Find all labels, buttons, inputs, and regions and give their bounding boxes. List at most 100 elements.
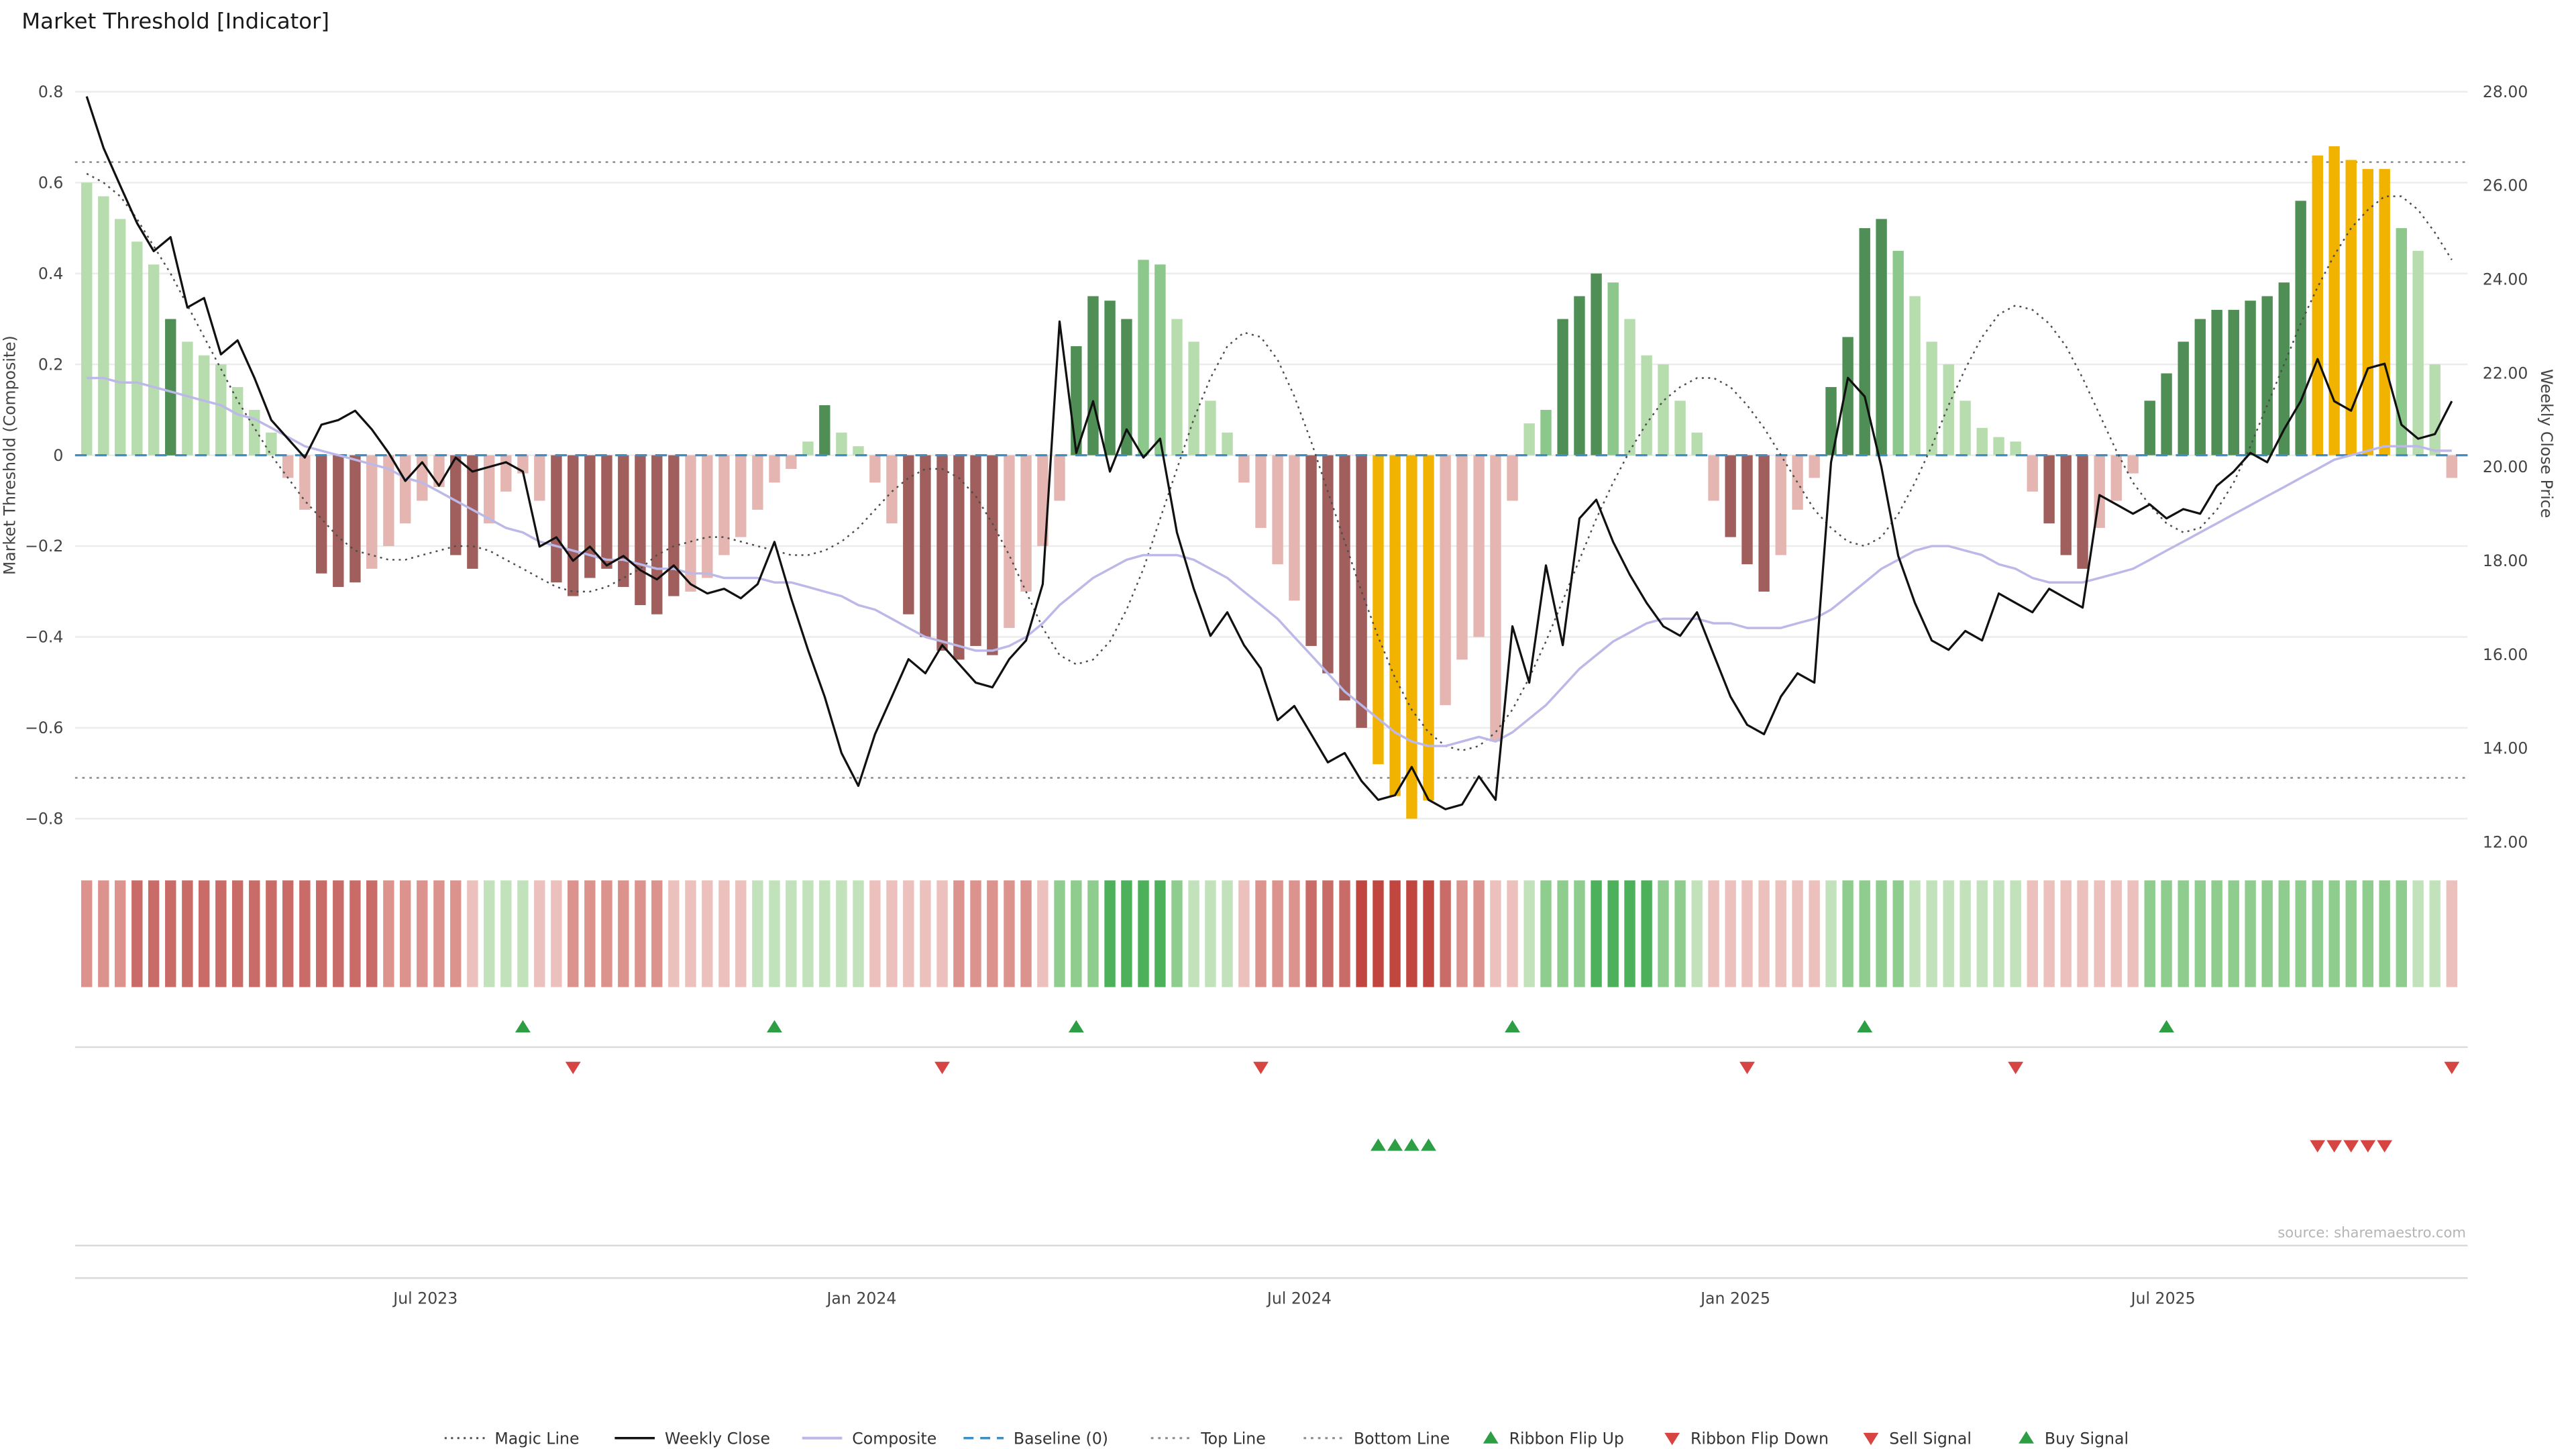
ribbon-flip-up-marker: [767, 1020, 782, 1033]
threshold-bar: [215, 364, 227, 455]
threshold-bar: [819, 405, 830, 455]
y-right-tick-label: 24.00: [2483, 270, 2528, 289]
ribbon-cell: [98, 880, 109, 987]
ribbon-cell: [735, 880, 747, 987]
threshold-bar: [1255, 455, 1267, 528]
ribbon-cell: [114, 880, 126, 987]
ribbon-cell: [165, 880, 176, 987]
threshold-bar: [1238, 455, 1250, 483]
ribbon-cell: [903, 880, 914, 987]
threshold-bar: [131, 241, 143, 455]
ribbon-cell: [182, 880, 193, 987]
ribbon-cell: [400, 880, 411, 987]
threshold-bar: [2010, 441, 2021, 455]
ribbon-cell: [1892, 880, 1904, 987]
threshold-bar: [2110, 455, 2122, 501]
momentum-ribbon: [81, 880, 2458, 987]
ribbon-cell: [2211, 880, 2222, 987]
ribbon-cell: [1272, 880, 1283, 987]
ribbon-cell: [1020, 880, 1032, 987]
ribbon-cell: [484, 880, 495, 987]
threshold-bar: [1775, 455, 1786, 555]
ribbon-cell: [2312, 880, 2323, 987]
ribbon-cell: [1440, 880, 1451, 987]
threshold-bar: [282, 455, 294, 478]
y-right-tick-label: 20.00: [2483, 458, 2528, 476]
ribbon-cell: [1943, 880, 1954, 987]
y-right-tick-label: 22.00: [2483, 364, 2528, 383]
ribbon-cell: [1809, 880, 1820, 987]
threshold-bar: [1859, 228, 1870, 455]
ribbon-cell: [433, 880, 445, 987]
threshold-bar: [1222, 432, 1233, 455]
threshold-bar: [1993, 437, 2004, 455]
threshold-bar: [718, 455, 730, 555]
ribbon-cell: [1138, 880, 1149, 987]
ribbon-cell: [1104, 880, 1116, 987]
ribbon-flip-down-marker: [1253, 1061, 1269, 1075]
ribbon-cell: [1758, 880, 1770, 987]
threshold-bar: [1339, 455, 1350, 701]
ribbon-cell: [1423, 880, 1434, 987]
ribbon-cell: [601, 880, 612, 987]
composite-line: [87, 376, 2452, 747]
threshold-bar: [568, 455, 579, 596]
threshold-bar: [1473, 455, 1485, 637]
ribbon-cell: [802, 880, 814, 987]
y-left-tick-label: −0.2: [25, 537, 63, 555]
buy-signal-marker: [1371, 1138, 1386, 1151]
ribbon-cell: [450, 880, 462, 987]
threshold-bar: [534, 455, 545, 501]
ribbon-cell: [1004, 880, 1015, 987]
ribbon-cell: [551, 880, 562, 987]
legend-marker-ribbon-flip-down: [1664, 1432, 1680, 1446]
threshold-bar: [2295, 201, 2306, 455]
y-left-tick-label: 0: [53, 446, 63, 465]
ribbon-cell: [1255, 880, 1267, 987]
threshold-bar: [2261, 296, 2273, 455]
threshold-bars: [81, 146, 2458, 819]
threshold-bar: [1725, 455, 1736, 537]
threshold-bar: [1389, 455, 1401, 796]
threshold-bar: [1960, 400, 1971, 455]
threshold-bar: [2328, 146, 2340, 455]
threshold-bar: [1691, 432, 1703, 455]
threshold-bar: [752, 455, 763, 510]
ribbon-cell: [1238, 880, 1250, 987]
threshold-bar: [199, 355, 210, 455]
threshold-bar: [182, 341, 193, 455]
buy-signal-marker: [1387, 1138, 1403, 1151]
x-tick-label: Jul 2025: [2130, 1289, 2196, 1308]
threshold-bar: [231, 386, 244, 455]
ribbon-flip-up-marker: [1068, 1020, 1084, 1033]
ribbon-cell: [1976, 880, 1988, 987]
threshold-bar: [2396, 228, 2407, 455]
ribbon-cell: [1574, 880, 1585, 987]
legend-marker-ribbon-flip-up: [1483, 1431, 1499, 1444]
ribbon-cell: [1155, 880, 1166, 987]
threshold-bar: [1004, 455, 1015, 629]
threshold-bar: [1289, 455, 1300, 601]
threshold-bar: [450, 455, 462, 555]
ribbon-cell: [987, 880, 998, 987]
y-left-tick-label: 0.2: [38, 355, 64, 374]
ribbon-cell: [1406, 880, 1417, 987]
threshold-bar: [2379, 168, 2390, 455]
threshold-bar: [1574, 296, 1585, 455]
threshold-bar: [953, 455, 965, 660]
threshold-bar: [651, 455, 663, 614]
threshold-bar: [350, 455, 361, 583]
threshold-bar: [970, 455, 981, 646]
legend-label: Ribbon Flip Up: [1509, 1429, 1624, 1448]
ribbon-cell: [1674, 880, 1686, 987]
threshold-bar: [1976, 427, 1988, 455]
threshold-bar: [786, 455, 797, 469]
ribbon-cell: [1087, 880, 1099, 987]
threshold-bar: [2245, 301, 2256, 455]
threshold-bar: [1440, 455, 1451, 706]
ribbon-cell: [2396, 880, 2407, 987]
ribbon-cell: [1658, 880, 1669, 987]
threshold-bar: [1523, 423, 1535, 455]
ribbon-cell: [2278, 880, 2290, 987]
ribbon-cell: [2094, 880, 2105, 987]
